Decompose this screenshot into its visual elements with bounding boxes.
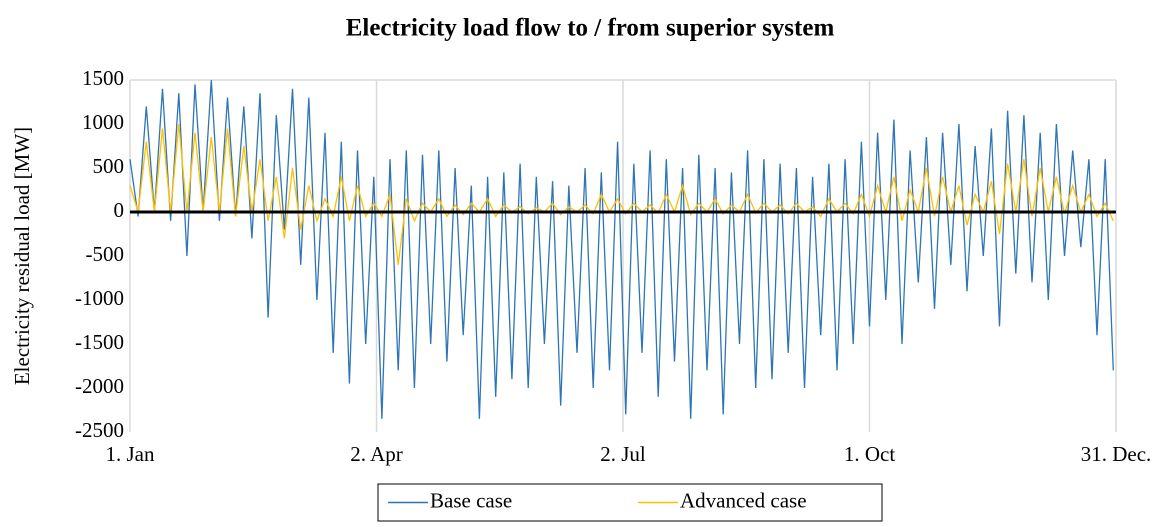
data-line xyxy=(129,79,1114,419)
y-tick-label: -2500 xyxy=(75,418,124,442)
y-tick-label: -500 xyxy=(86,242,125,266)
y-tick-label: 1000 xyxy=(82,110,124,134)
y-tick-label: -1000 xyxy=(75,286,124,310)
y-tick-label: -2000 xyxy=(75,374,124,398)
y-axis-label: Electricity residual load [MW] xyxy=(10,127,34,385)
x-tick-label: 1. Oct xyxy=(844,442,895,466)
x-tick-label: 1. Jan xyxy=(106,442,155,466)
y-tick-label: 1500 xyxy=(82,66,124,90)
y-tick-label: 500 xyxy=(93,154,125,178)
y-tick-label: -1500 xyxy=(75,330,124,354)
legend-box xyxy=(377,483,883,522)
x-tick-label: 2. Apr xyxy=(350,442,403,466)
y-tick-label: 0 xyxy=(114,198,125,222)
chart-title: Electricity load flow to / from superior… xyxy=(346,15,835,42)
legend-label: Base case xyxy=(430,488,512,512)
x-tick-label: 31. Dec. xyxy=(1081,442,1152,466)
x-tick-label: 2. Jul xyxy=(600,442,646,466)
data-line xyxy=(129,123,1114,265)
legend-label: Advanced case xyxy=(680,488,807,512)
